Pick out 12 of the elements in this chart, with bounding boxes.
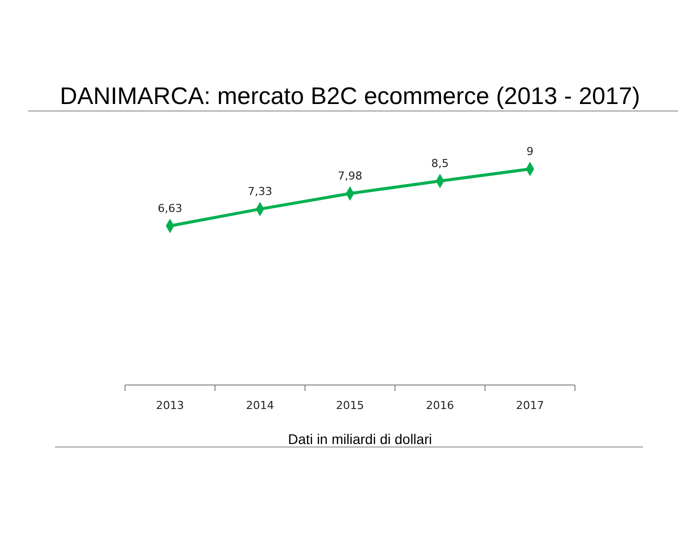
x-tick-label: 2015 — [336, 399, 364, 412]
x-tick-label: 2016 — [426, 399, 454, 412]
data-label: 6,63 — [158, 202, 182, 215]
data-label: 7,98 — [338, 169, 362, 182]
data-label: 8,5 — [431, 157, 449, 170]
x-axis-title: Dati in miliardi di dollari — [288, 431, 432, 447]
chart-title: DANIMARCA: mercato B2C ecommerce (2013 - 2017) — [60, 83, 640, 110]
x-tick-label: 2013 — [156, 399, 184, 412]
data-label: 9 — [526, 145, 534, 158]
data-label: 7,33 — [248, 185, 272, 198]
x-tick-label: 2014 — [246, 399, 274, 412]
x-tick-label: 2017 — [516, 399, 544, 412]
